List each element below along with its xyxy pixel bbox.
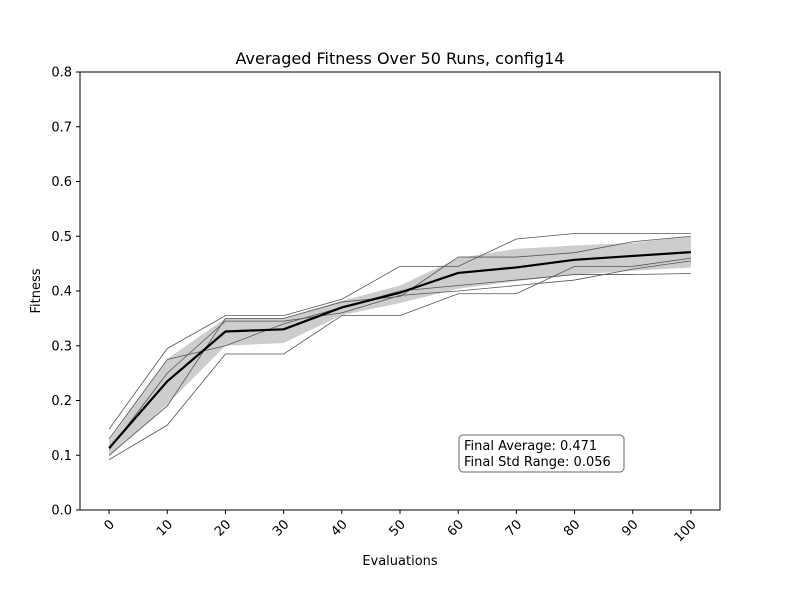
y-tick-label: 0.2 bbox=[51, 394, 72, 409]
run-line-4 bbox=[108, 273, 691, 440]
run-line-5 bbox=[108, 260, 691, 451]
stats-annotation: Final Average: 0.471 Final Std Range: 0.… bbox=[458, 434, 625, 473]
mean-line-layer bbox=[108, 251, 691, 449]
y-tick-label: 0.3 bbox=[51, 339, 72, 354]
y-tick-label: 0.0 bbox=[51, 504, 72, 519]
run-line-2 bbox=[108, 257, 691, 460]
mean-line bbox=[108, 251, 691, 449]
std-band-layer bbox=[109, 236, 691, 457]
y-tick-label: 0.1 bbox=[51, 449, 72, 464]
y-axis-ticks: 0.0 0.1 0.2 0.3 0.4 0.5 0.6 0.7 0.8 bbox=[51, 66, 80, 519]
y-tick-label: 0.7 bbox=[51, 120, 72, 135]
y-tick-label: 0.8 bbox=[51, 66, 72, 81]
chart-title: Averaged Fitness Over 50 Runs, config14 bbox=[236, 49, 565, 68]
annotation-box bbox=[458, 434, 625, 473]
y-tick-label: 0.6 bbox=[51, 175, 72, 190]
annotation-final-std-range: Final Std Range: 0.056 bbox=[464, 455, 611, 470]
x-axis-label: Evaluations bbox=[362, 554, 438, 569]
std-band bbox=[109, 236, 691, 457]
y-tick-label: 0.5 bbox=[51, 230, 72, 245]
annotation-final-average: Final Average: 0.471 bbox=[464, 439, 597, 454]
run-line-1 bbox=[108, 233, 691, 430]
y-tick-label: 0.4 bbox=[51, 285, 72, 300]
plot-area bbox=[108, 233, 691, 460]
y-axis-label: Fitness bbox=[29, 268, 44, 313]
